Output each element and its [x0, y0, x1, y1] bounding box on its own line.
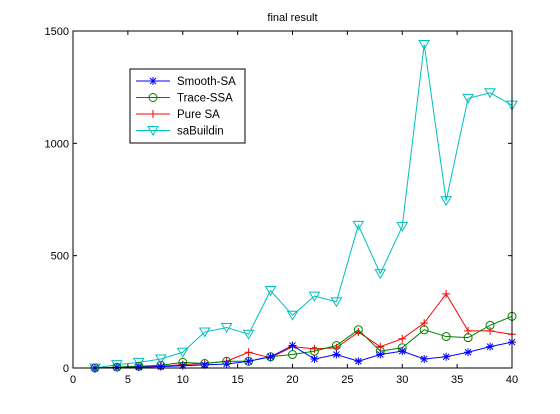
y-tick-label: 0: [63, 363, 69, 375]
x-tick-label: 15: [232, 374, 244, 386]
data-point: [376, 350, 385, 359]
x-tick-label: 30: [396, 374, 408, 386]
data-point: [266, 352, 275, 361]
data-point: [288, 341, 297, 350]
data-point: [147, 126, 159, 136]
data-point: [332, 350, 341, 359]
y-tick-label: 1500: [45, 26, 69, 38]
axis-ticks: 0 5 10 15 20 25 30 35 40 0 500 1000 1500: [45, 26, 519, 386]
data-point: [244, 357, 253, 366]
data-point: [286, 310, 299, 321]
data-point: [463, 333, 473, 343]
data-point: [244, 348, 253, 357]
data-point: [149, 110, 157, 118]
legend-item: Pure SA: [136, 109, 220, 121]
data-point: [288, 350, 297, 360]
data-point: [331, 341, 341, 351]
x-tick-label: 40: [506, 374, 518, 386]
data-point: [398, 347, 407, 356]
data-point: [398, 334, 407, 343]
legend: Smooth-SA Trace-SSA Pure SA saBuildin: [129, 68, 246, 144]
legend-label: Pure SA: [177, 109, 220, 121]
data-point: [484, 88, 496, 99]
series-sabuildin: [89, 39, 518, 374]
data-point: [222, 359, 231, 368]
series-smooth-sa: [90, 338, 516, 372]
data-point: [220, 323, 233, 334]
legend-item: Trace-SSA: [136, 93, 233, 105]
y-tick-label: 500: [51, 251, 69, 263]
data-point: [148, 93, 158, 102]
data-point: [442, 289, 451, 298]
x-tick-label: 0: [70, 374, 76, 386]
data-point: [176, 347, 189, 358]
data-point: [440, 196, 453, 207]
legend-label: Trace-SSA: [177, 93, 233, 105]
data-point: [441, 332, 451, 342]
data-point: [485, 320, 495, 330]
data-point: [352, 220, 365, 231]
data-point: [374, 269, 387, 280]
data-point: [134, 363, 143, 372]
data-point: [418, 39, 431, 50]
legend-label: Smooth-SA: [177, 76, 236, 88]
data-point: [486, 342, 495, 351]
data-point: [198, 327, 211, 338]
legend-label: saBuildin: [177, 126, 224, 138]
data-point: [354, 357, 363, 366]
data-point: [353, 325, 363, 335]
data-point: [242, 329, 255, 340]
data-point: [420, 355, 429, 364]
x-tick-label: 35: [451, 374, 463, 386]
legend-item: saBuildin: [136, 126, 224, 138]
data-point: [264, 285, 277, 296]
x-tick-label: 10: [177, 374, 189, 386]
data-point: [442, 352, 451, 361]
data-point: [149, 77, 157, 85]
data-point: [156, 362, 165, 371]
x-tick-label: 25: [341, 374, 353, 386]
data-point: [308, 291, 321, 302]
data-point: [154, 354, 167, 365]
x-tick-label: 5: [125, 374, 131, 386]
data-point: [310, 355, 319, 364]
y-tick-label: 1000: [45, 138, 69, 150]
data-point: [464, 348, 473, 357]
data-point: [330, 297, 343, 308]
data-point: [396, 221, 409, 232]
data-point: [419, 325, 429, 335]
legend-item: Smooth-SA: [136, 76, 236, 88]
x-tick-label: 20: [286, 374, 298, 386]
chart-title: final result: [267, 12, 317, 24]
data-point: [486, 326, 495, 335]
series-line: [94, 315, 513, 369]
data-point: [200, 360, 209, 369]
series-trace-ssa: [90, 311, 517, 373]
data-point: [462, 93, 474, 104]
